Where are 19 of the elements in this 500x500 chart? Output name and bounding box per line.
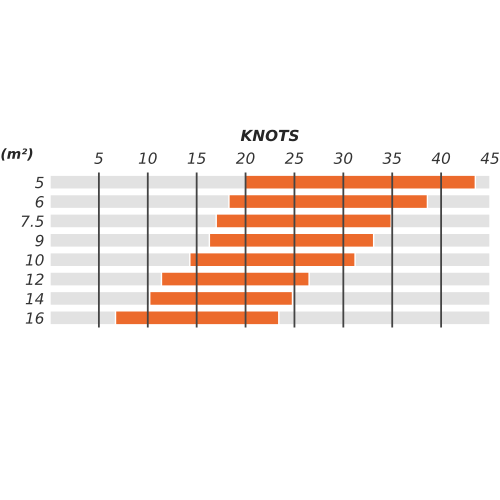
x-tick-label: 35 (382, 152, 402, 164)
y-tick-label: 14 (26, 293, 44, 304)
y-tick-label: 7.5 (22, 216, 44, 227)
x-tick-label: 40 (432, 152, 450, 164)
y-tick-label: 6 (36, 196, 44, 208)
y-tick-label: 16 (26, 312, 44, 324)
x-tick-label: 10 (138, 152, 157, 164)
y-tick-label: 12 (26, 274, 44, 285)
x-tick-label: 45 (480, 152, 499, 164)
x-tick-label: 5 (94, 152, 103, 164)
y-axis-title: (m²) (1, 148, 32, 161)
x-axis-title: KNOTS (240, 130, 299, 142)
y-tick-label: 5 (35, 176, 44, 188)
x-tick-label: 25 (284, 152, 304, 164)
x-tick-label: 20 (236, 152, 255, 164)
y-tick-label: 9 (35, 234, 44, 246)
x-tick-label: 15 (188, 152, 206, 164)
y-tick-label: 10 (26, 254, 44, 266)
x-tick-label: 30 (334, 152, 352, 164)
